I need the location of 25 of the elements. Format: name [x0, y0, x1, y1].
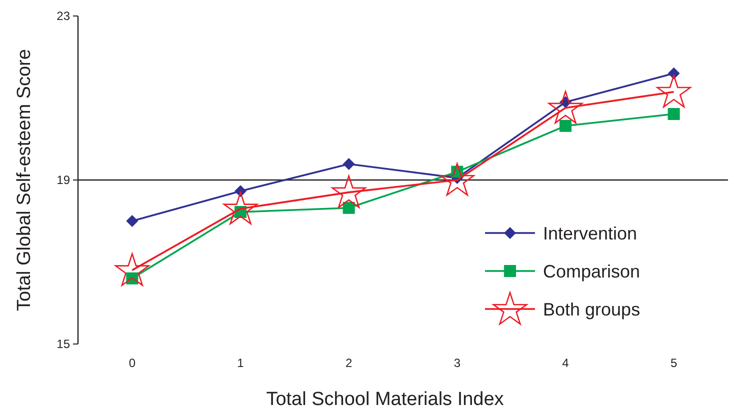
point — [440, 162, 474, 196]
y-tick-label: 19 — [56, 173, 70, 188]
legend-label: Comparison — [543, 261, 640, 282]
point — [332, 175, 366, 208]
legend-label: Both groups — [543, 299, 640, 320]
point — [342, 202, 355, 214]
y-tick-label: 23 — [56, 9, 70, 24]
point — [656, 74, 692, 108]
y-tick-label: 15 — [56, 337, 70, 352]
x-axis-title: Total School Materials Index — [266, 389, 504, 410]
point — [223, 192, 258, 224]
x-tick-label: 1 — [237, 356, 244, 370]
y-axis-title: Total Global Self-esteem Score — [14, 49, 35, 311]
x-tick-label: 3 — [454, 356, 461, 370]
x-tick-label: 0 — [128, 356, 136, 370]
x-tick-label: 4 — [562, 356, 570, 370]
point — [126, 215, 138, 227]
x-tick-label: 5 — [670, 356, 678, 370]
x-tick-label: 2 — [345, 356, 352, 370]
point — [114, 253, 150, 286]
legend-label: Intervention — [543, 223, 638, 244]
point — [560, 120, 572, 132]
point — [668, 108, 680, 120]
point — [342, 158, 355, 170]
point — [548, 90, 583, 124]
